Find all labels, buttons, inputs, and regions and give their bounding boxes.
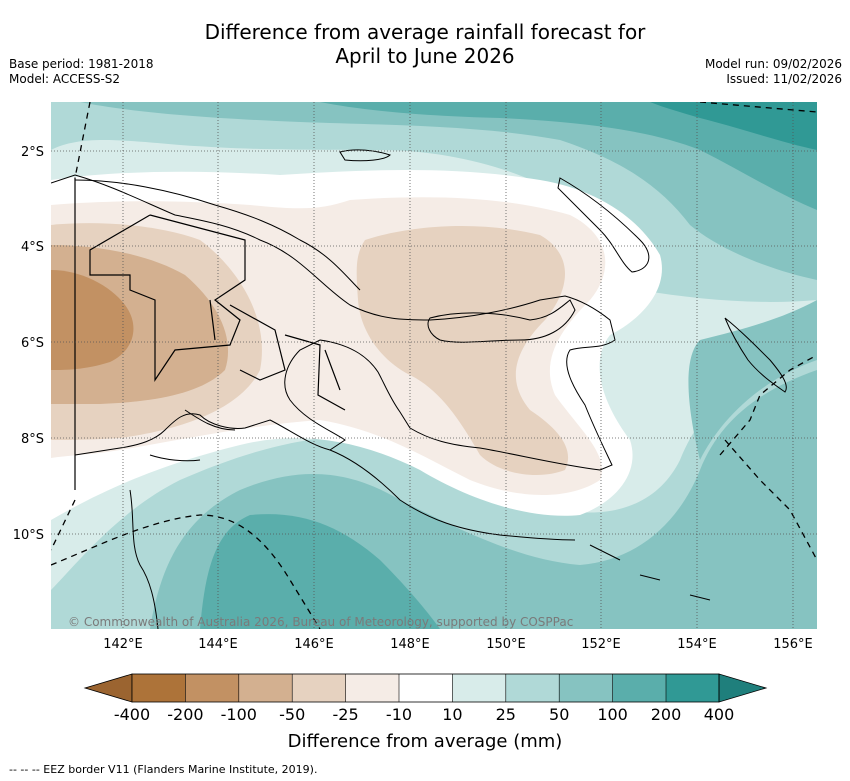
graticule	[51, 102, 817, 629]
colorbar-tick: 100	[597, 705, 628, 724]
colorbar-tick: -200	[167, 705, 203, 724]
band-p50-100-north	[80, 102, 817, 280]
colorbar-swatch	[238, 674, 293, 702]
coastlines	[51, 149, 787, 629]
band-m200-m100	[51, 270, 134, 370]
band-m50-m25-central	[356, 225, 569, 475]
new-ireland	[557, 177, 650, 273]
colorbar-tick: -25	[333, 705, 359, 724]
lon-label: 148°E	[390, 637, 430, 652]
province-border-central	[284, 334, 346, 411]
lon-label: 146°E	[294, 637, 334, 652]
lat-label: 6°S	[21, 336, 44, 351]
colorbar-tick: 50	[549, 705, 569, 724]
colorbar-swatch	[292, 674, 346, 702]
colorbar-tick: -10	[386, 705, 412, 724]
eez-south-west-line	[51, 499, 76, 551]
eez-southeast	[724, 439, 817, 561]
new-britain	[427, 299, 576, 343]
meta-left: Base period: 1981-2018 Model: ACCESS-S2	[9, 57, 154, 87]
model-name: Model: ACCESS-S2	[9, 72, 121, 86]
lon-label: 152°E	[581, 637, 621, 652]
band-p200-400-north	[650, 102, 817, 150]
eez-borders	[51, 102, 817, 629]
rainfall-map: © Commonwealth of Australia 2026, Bureau…	[51, 102, 817, 629]
lon-label: 154°E	[677, 637, 717, 652]
colorbar-swatch	[452, 674, 506, 702]
colorbar-swatch	[132, 674, 186, 702]
colorbar-swatch	[666, 674, 719, 702]
band-p50-100-east	[688, 300, 817, 460]
colorbar-swatch	[185, 674, 239, 702]
louisiade-islands	[589, 544, 711, 601]
lat-label: 2°S	[21, 145, 44, 160]
copyright-text: © Commonwealth of Australia 2026, Bureau…	[68, 615, 573, 629]
eez-southwest	[51, 514, 321, 629]
colorbar	[83, 673, 768, 703]
lon-label: 142°E	[103, 637, 143, 652]
lon-label: 150°E	[486, 637, 526, 652]
colorbar-tick: 400	[704, 705, 735, 724]
lon-label: 144°E	[198, 637, 238, 652]
colorbar-swatch	[559, 674, 613, 702]
base-period: Base period: 1981-2018	[9, 57, 154, 71]
title-line-2: April to June 2026	[335, 44, 515, 68]
new-guinea-coast	[51, 174, 616, 471]
cape-york	[129, 489, 159, 629]
colorbar-tick: 200	[651, 705, 682, 724]
colorbar-tick: 25	[496, 705, 516, 724]
model-run: Model run: 09/02/2026	[704, 57, 842, 71]
province-border-highlands	[209, 299, 286, 381]
colorbar-ticks: -400 -200 -100 -50 -25 -10 10 25 50 100 …	[114, 705, 734, 724]
province-border-west	[89, 214, 246, 382]
colorbar-arrow-low	[83, 673, 133, 703]
lat-label: 8°S	[21, 432, 44, 447]
colorbar-swatch	[505, 674, 560, 702]
lat-label: 4°S	[21, 240, 44, 255]
colorbar-swatch	[399, 674, 453, 702]
colorbar-tick: -50	[279, 705, 305, 724]
title-line-1: Difference from average rainfall forecas…	[204, 20, 646, 44]
gulf-coast	[184, 409, 236, 431]
north-coast-png	[74, 179, 361, 291]
eez-note: -- -- -- EEZ border V11 (Flanders Marine…	[9, 763, 318, 776]
lat-labels: 2°S 4°S 6°S 8°S 10°S	[13, 145, 44, 543]
colorbar-arrow-high	[718, 673, 768, 703]
colorbar-title: Difference from average (mm)	[288, 731, 563, 752]
manus-island	[339, 149, 391, 162]
colorbar-tick: -100	[221, 705, 257, 724]
lon-labels: 142°E 144°E 146°E 148°E 150°E 152°E 154°…	[103, 637, 813, 652]
band-p100-200-north	[320, 102, 817, 210]
papuan-peninsula	[329, 449, 576, 541]
torres-strait	[149, 454, 201, 462]
chart-title: Difference from average rainfall forecas…	[0, 20, 850, 68]
bougainville	[724, 317, 787, 393]
eez-northeast	[699, 102, 817, 113]
issued-date: Issued: 11/02/2026	[726, 72, 842, 86]
colorbar-swatch	[345, 674, 399, 702]
lon-label: 156°E	[773, 637, 813, 652]
colorbar-tick: 10	[442, 705, 462, 724]
eez-west	[74, 102, 91, 179]
colorbar-tick: -400	[114, 705, 150, 724]
eez-east	[719, 354, 817, 456]
band-p100-200-south	[200, 514, 440, 629]
lat-label: 10°S	[13, 528, 44, 543]
colorbar-swatch	[612, 674, 666, 702]
meta-right: Model run: 09/02/2026 Issued: 11/02/2026	[705, 57, 842, 87]
